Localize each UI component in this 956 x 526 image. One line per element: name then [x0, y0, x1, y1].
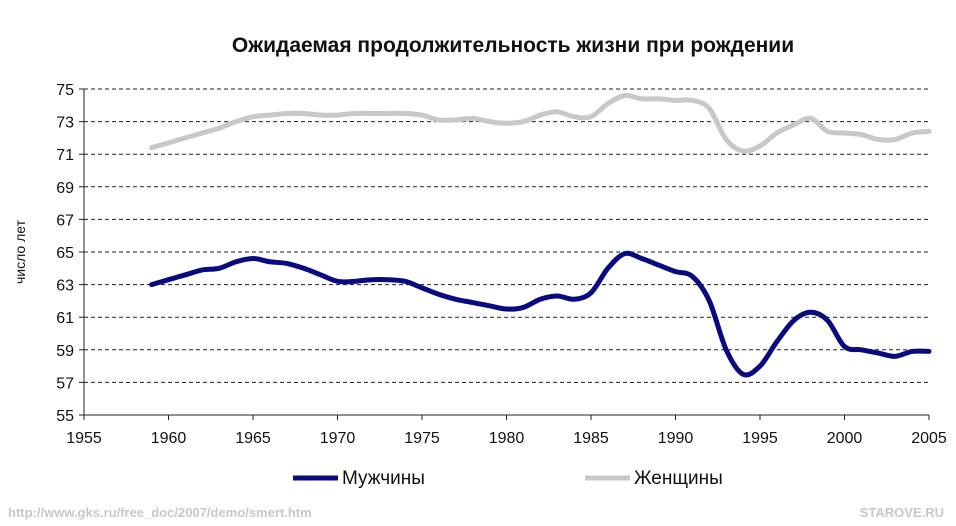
x-tick-label: 2000 — [827, 430, 863, 447]
x-tick-label: 1975 — [404, 430, 440, 447]
source-url: http://www.gks.ru/free_doc/2007/demo/sme… — [8, 505, 312, 520]
series-line-women — [149, 92, 932, 154]
y-tick-label: 65 — [56, 245, 74, 262]
y-tick-label: 61 — [56, 310, 74, 327]
legend-label: Мужчины — [342, 468, 425, 489]
legend-item-men: Мужчины — [293, 468, 425, 489]
chart-title: Ожидаемая продолжительность жизни при ро… — [232, 34, 794, 57]
legend-label: Женщины — [634, 468, 723, 489]
y-axis-label: число лет — [12, 219, 28, 284]
x-tick-label: 1965 — [235, 430, 271, 447]
y-tick-label: 57 — [56, 375, 74, 392]
x-tick-label: 2005 — [911, 430, 947, 447]
axes: 55 57 59 61 63 65 67 69 71 73 75 1955 1960 1965 1970 19… — [56, 82, 947, 447]
x-tick-label: 1985 — [573, 430, 609, 447]
x-tick-label: 1980 — [489, 430, 525, 447]
legend: Мужчины Женщины — [293, 468, 723, 489]
y-tick-label: 73 — [56, 115, 74, 132]
y-tick-label: 67 — [56, 212, 74, 229]
grid-lines — [84, 88, 929, 383]
series-line-men — [149, 250, 932, 378]
x-tick-label: 1995 — [742, 430, 778, 447]
series-lines — [149, 92, 932, 378]
x-tick-label: 1955 — [66, 430, 102, 447]
x-tick-label: 1970 — [320, 430, 356, 447]
y-tick-label: 69 — [56, 180, 74, 197]
y-tick-label: 63 — [56, 278, 74, 295]
legend-item-women: Женщины — [585, 468, 723, 489]
y-tick-label: 59 — [56, 343, 74, 360]
y-tick-label: 75 — [56, 82, 74, 99]
y-tick-label: 71 — [56, 147, 74, 164]
x-tick-label: 1960 — [151, 430, 187, 447]
site-name: STAROVE.RU — [859, 505, 944, 520]
x-tick-label: 1990 — [658, 430, 694, 447]
y-tick-label: 55 — [56, 408, 74, 425]
